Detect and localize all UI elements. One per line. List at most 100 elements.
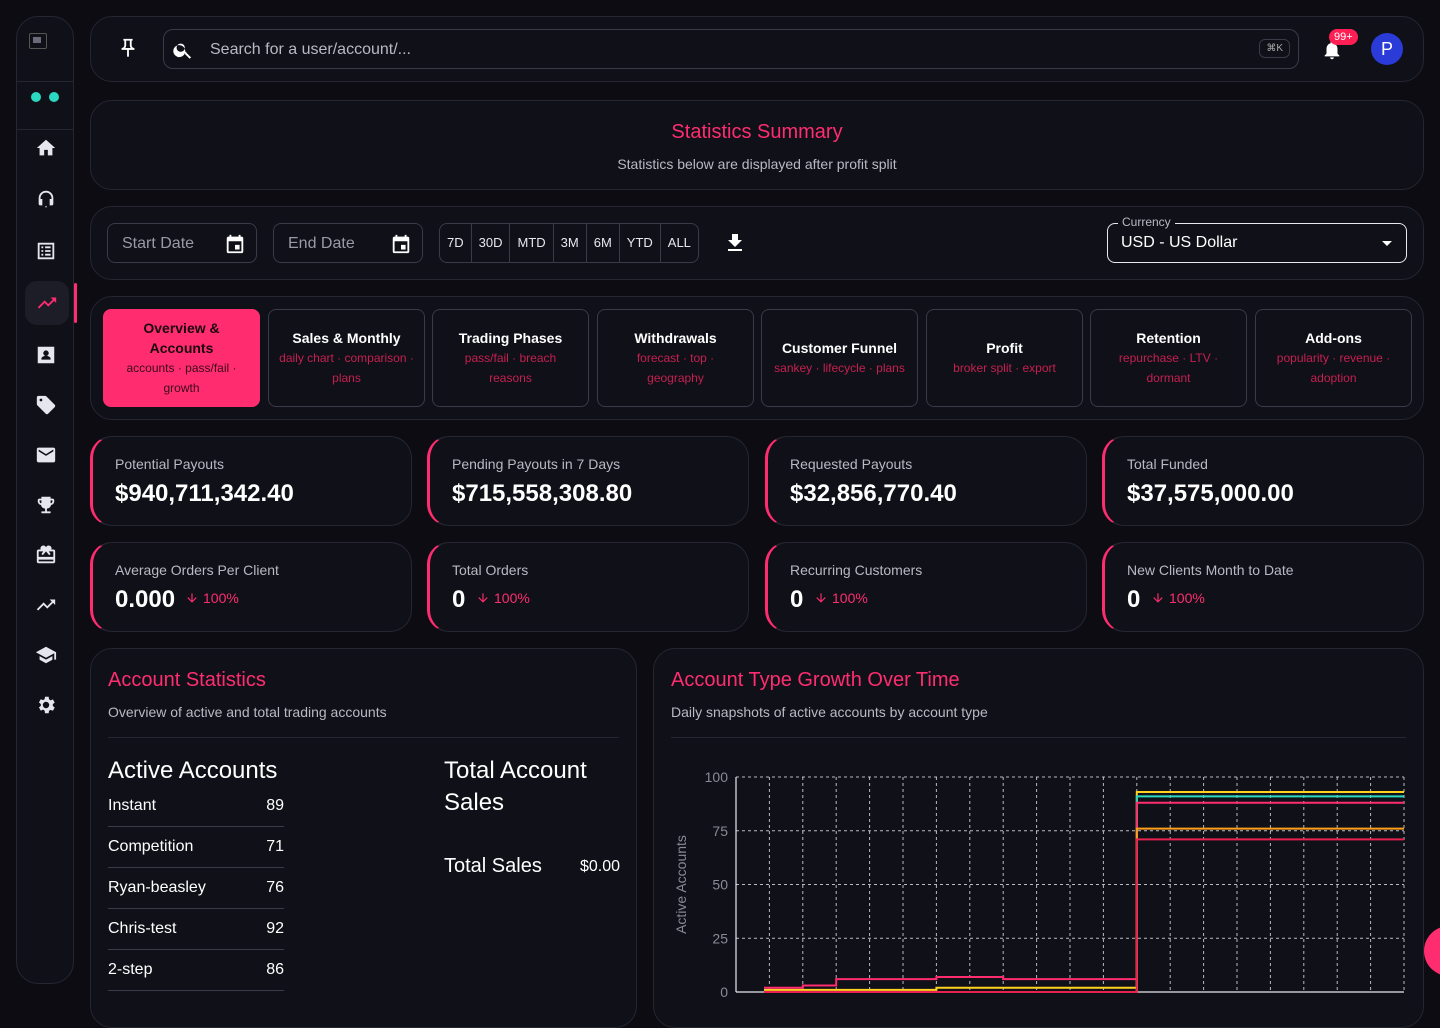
tab-subtitle: sankey · lifecycle · plans — [774, 361, 905, 375]
home-icon[interactable] — [31, 133, 61, 163]
stat-value: $37,575,000.00 — [1127, 480, 1294, 507]
divider — [671, 737, 1406, 738]
growth-line-chart: 0 25 50 75 100 Active Accounts — [673, 769, 1405, 1000]
stat-label: Total Funded — [1127, 456, 1208, 472]
stat-average-orders: Average Orders Per Client 0.000 100% — [90, 542, 412, 632]
stat-potential-payouts: Potential Payouts $940,711,342.40 — [90, 436, 412, 526]
trending-up-icon[interactable] — [25, 281, 77, 325]
tab-subtitle: forecast · top · geography — [636, 351, 715, 385]
tab-subtitle: broker split · export — [953, 361, 1056, 375]
trophy-icon[interactable] — [31, 490, 61, 520]
stat-label: Pending Payouts in 7 Days — [452, 456, 621, 472]
currency-select[interactable]: Currency USD - US Dollar — [1107, 215, 1407, 263]
list-item: Instant 89 — [108, 786, 284, 827]
stat-value: $32,856,770.40 — [790, 480, 957, 507]
arrow-down-icon — [478, 593, 488, 603]
bell-icon[interactable] — [1321, 39, 1343, 66]
tab-retention[interactable]: Retention repurchase · LTV · dormant — [1090, 309, 1247, 407]
stat-label: Total Orders — [452, 562, 529, 578]
account-type-name: Instant — [108, 797, 157, 814]
range-7d[interactable]: 7D — [440, 224, 472, 262]
tab-add-ons[interactable]: Add-ons popularity · revenue · adoption — [1255, 309, 1412, 407]
top-bar: Search for a user/account/... ⌘K 99+ P — [90, 16, 1424, 82]
range-ytd[interactable]: YTD — [620, 224, 661, 262]
list-icon[interactable] — [31, 236, 61, 266]
end-date-input[interactable]: End Date — [273, 223, 423, 263]
list-item: 2-step 86 — [108, 950, 284, 991]
gift-card-icon[interactable] — [31, 540, 61, 570]
account-type-name: Ryan-beasley — [108, 879, 206, 896]
tab-title: Withdrawals — [634, 330, 717, 346]
headset-icon[interactable] — [31, 184, 61, 214]
category-tabs: Overview & Accounts accounts · pass/fail … — [90, 296, 1424, 420]
logo-image[interactable] — [29, 33, 47, 49]
y-tick-label: 50 — [712, 877, 728, 893]
y-tick-label: 0 — [720, 984, 728, 1000]
stat-value: $715,558,308.80 — [452, 480, 633, 507]
tab-title: Trading Phases — [458, 330, 563, 346]
contact-card-icon[interactable] — [31, 340, 61, 370]
end-date-placeholder: End Date — [288, 235, 355, 252]
arrow-down-icon — [816, 593, 826, 603]
tag-icon[interactable] — [31, 390, 61, 420]
stat-label: New Clients Month to Date — [1127, 562, 1294, 578]
total-sales-value: $0.00 — [580, 858, 621, 875]
stat-label: Requested Payouts — [790, 456, 913, 472]
tab-title: Profit — [986, 340, 1023, 356]
stat-label: Potential Payouts — [115, 456, 224, 472]
tab-trading-phases[interactable]: Trading Phases pass/fail · breach reasons — [432, 309, 589, 407]
caret-down-icon — [1382, 241, 1392, 246]
sidebar — [16, 16, 77, 984]
stat-value: $940,711,342.40 — [115, 480, 294, 507]
tab-overview-accounts[interactable]: Overview & Accounts accounts · pass/fail … — [103, 309, 260, 407]
range-6m[interactable]: 6M — [587, 224, 620, 262]
graduation-cap-icon[interactable] — [31, 640, 61, 670]
panel-subtitle: Daily snapshots of active accounts by ac… — [671, 704, 988, 720]
range-all[interactable]: ALL — [667, 235, 691, 250]
range-30d[interactable]: 30D — [472, 224, 511, 262]
tab-subtitle: repurchase · LTV · dormant — [1118, 351, 1219, 385]
tab-withdrawals[interactable]: Withdrawals forecast · top · geography — [597, 309, 754, 407]
tab-title: Retention — [1136, 330, 1201, 346]
tab-sales-monthly[interactable]: Sales & Monthly daily chart · comparison … — [268, 309, 425, 407]
stat-new-clients: New Clients Month to Date 0 100% — [1102, 542, 1424, 632]
download-icon[interactable] — [723, 231, 747, 260]
floating-action-button[interactable] — [1424, 926, 1440, 976]
start-date-input[interactable]: Start Date — [107, 223, 257, 263]
range-3m[interactable]: 3M — [554, 224, 587, 262]
pin-icon[interactable] — [117, 37, 139, 64]
settings-icon[interactable] — [31, 690, 61, 720]
page-title: Statistics Summary — [671, 121, 843, 143]
delta-value: 100% — [832, 590, 868, 606]
mail-icon[interactable] — [31, 440, 61, 470]
stat-pending-payouts: Pending Payouts in 7 Days $715,558,308.80 — [427, 436, 749, 526]
panel-title: Account Statistics — [108, 669, 266, 691]
calendar-icon[interactable] — [224, 233, 246, 255]
tab-profit[interactable]: Profit broker split · export — [926, 309, 1083, 407]
notification-badge: 99+ — [1329, 29, 1358, 45]
search-input[interactable]: Search for a user/account/... ⌘K — [163, 29, 1299, 69]
stat-label: Recurring Customers — [790, 562, 923, 578]
filter-bar: Start Date End Date 7D 30D MTD 3M 6M YTD… — [90, 206, 1424, 280]
list-item: Chris-test 92 — [108, 909, 284, 950]
stat-value: 0 — [790, 586, 804, 613]
y-tick-label: 25 — [712, 930, 728, 946]
currency-value: USD - US Dollar — [1121, 234, 1238, 251]
delta-value: 100% — [494, 590, 530, 606]
stat-value: 0.000 — [115, 586, 176, 613]
tab-subtitle: pass/fail · breach reasons — [464, 351, 557, 385]
calendar-icon[interactable] — [390, 233, 412, 255]
divider — [108, 737, 619, 738]
y-tick-label: 100 — [705, 769, 729, 785]
stat-recurring-customers: Recurring Customers 0 100% — [765, 542, 1087, 632]
range-mtd[interactable]: MTD — [510, 224, 554, 262]
panel-subtitle: Overview of active and total trading acc… — [108, 704, 387, 720]
tab-title: Customer Funnel — [781, 340, 898, 356]
tab-customer-funnel[interactable]: Customer Funnel sankey · lifecycle · plan… — [761, 309, 918, 407]
trending-up-icon[interactable] — [31, 590, 61, 620]
date-range-group: 7D 30D MTD 3M 6M YTD ALL — [439, 223, 699, 263]
stat-total-orders: Total Orders 0 100% — [427, 542, 749, 632]
series-line — [764, 827, 1404, 993]
avatar[interactable]: P — [1371, 33, 1403, 65]
arrow-down-icon — [187, 593, 197, 603]
